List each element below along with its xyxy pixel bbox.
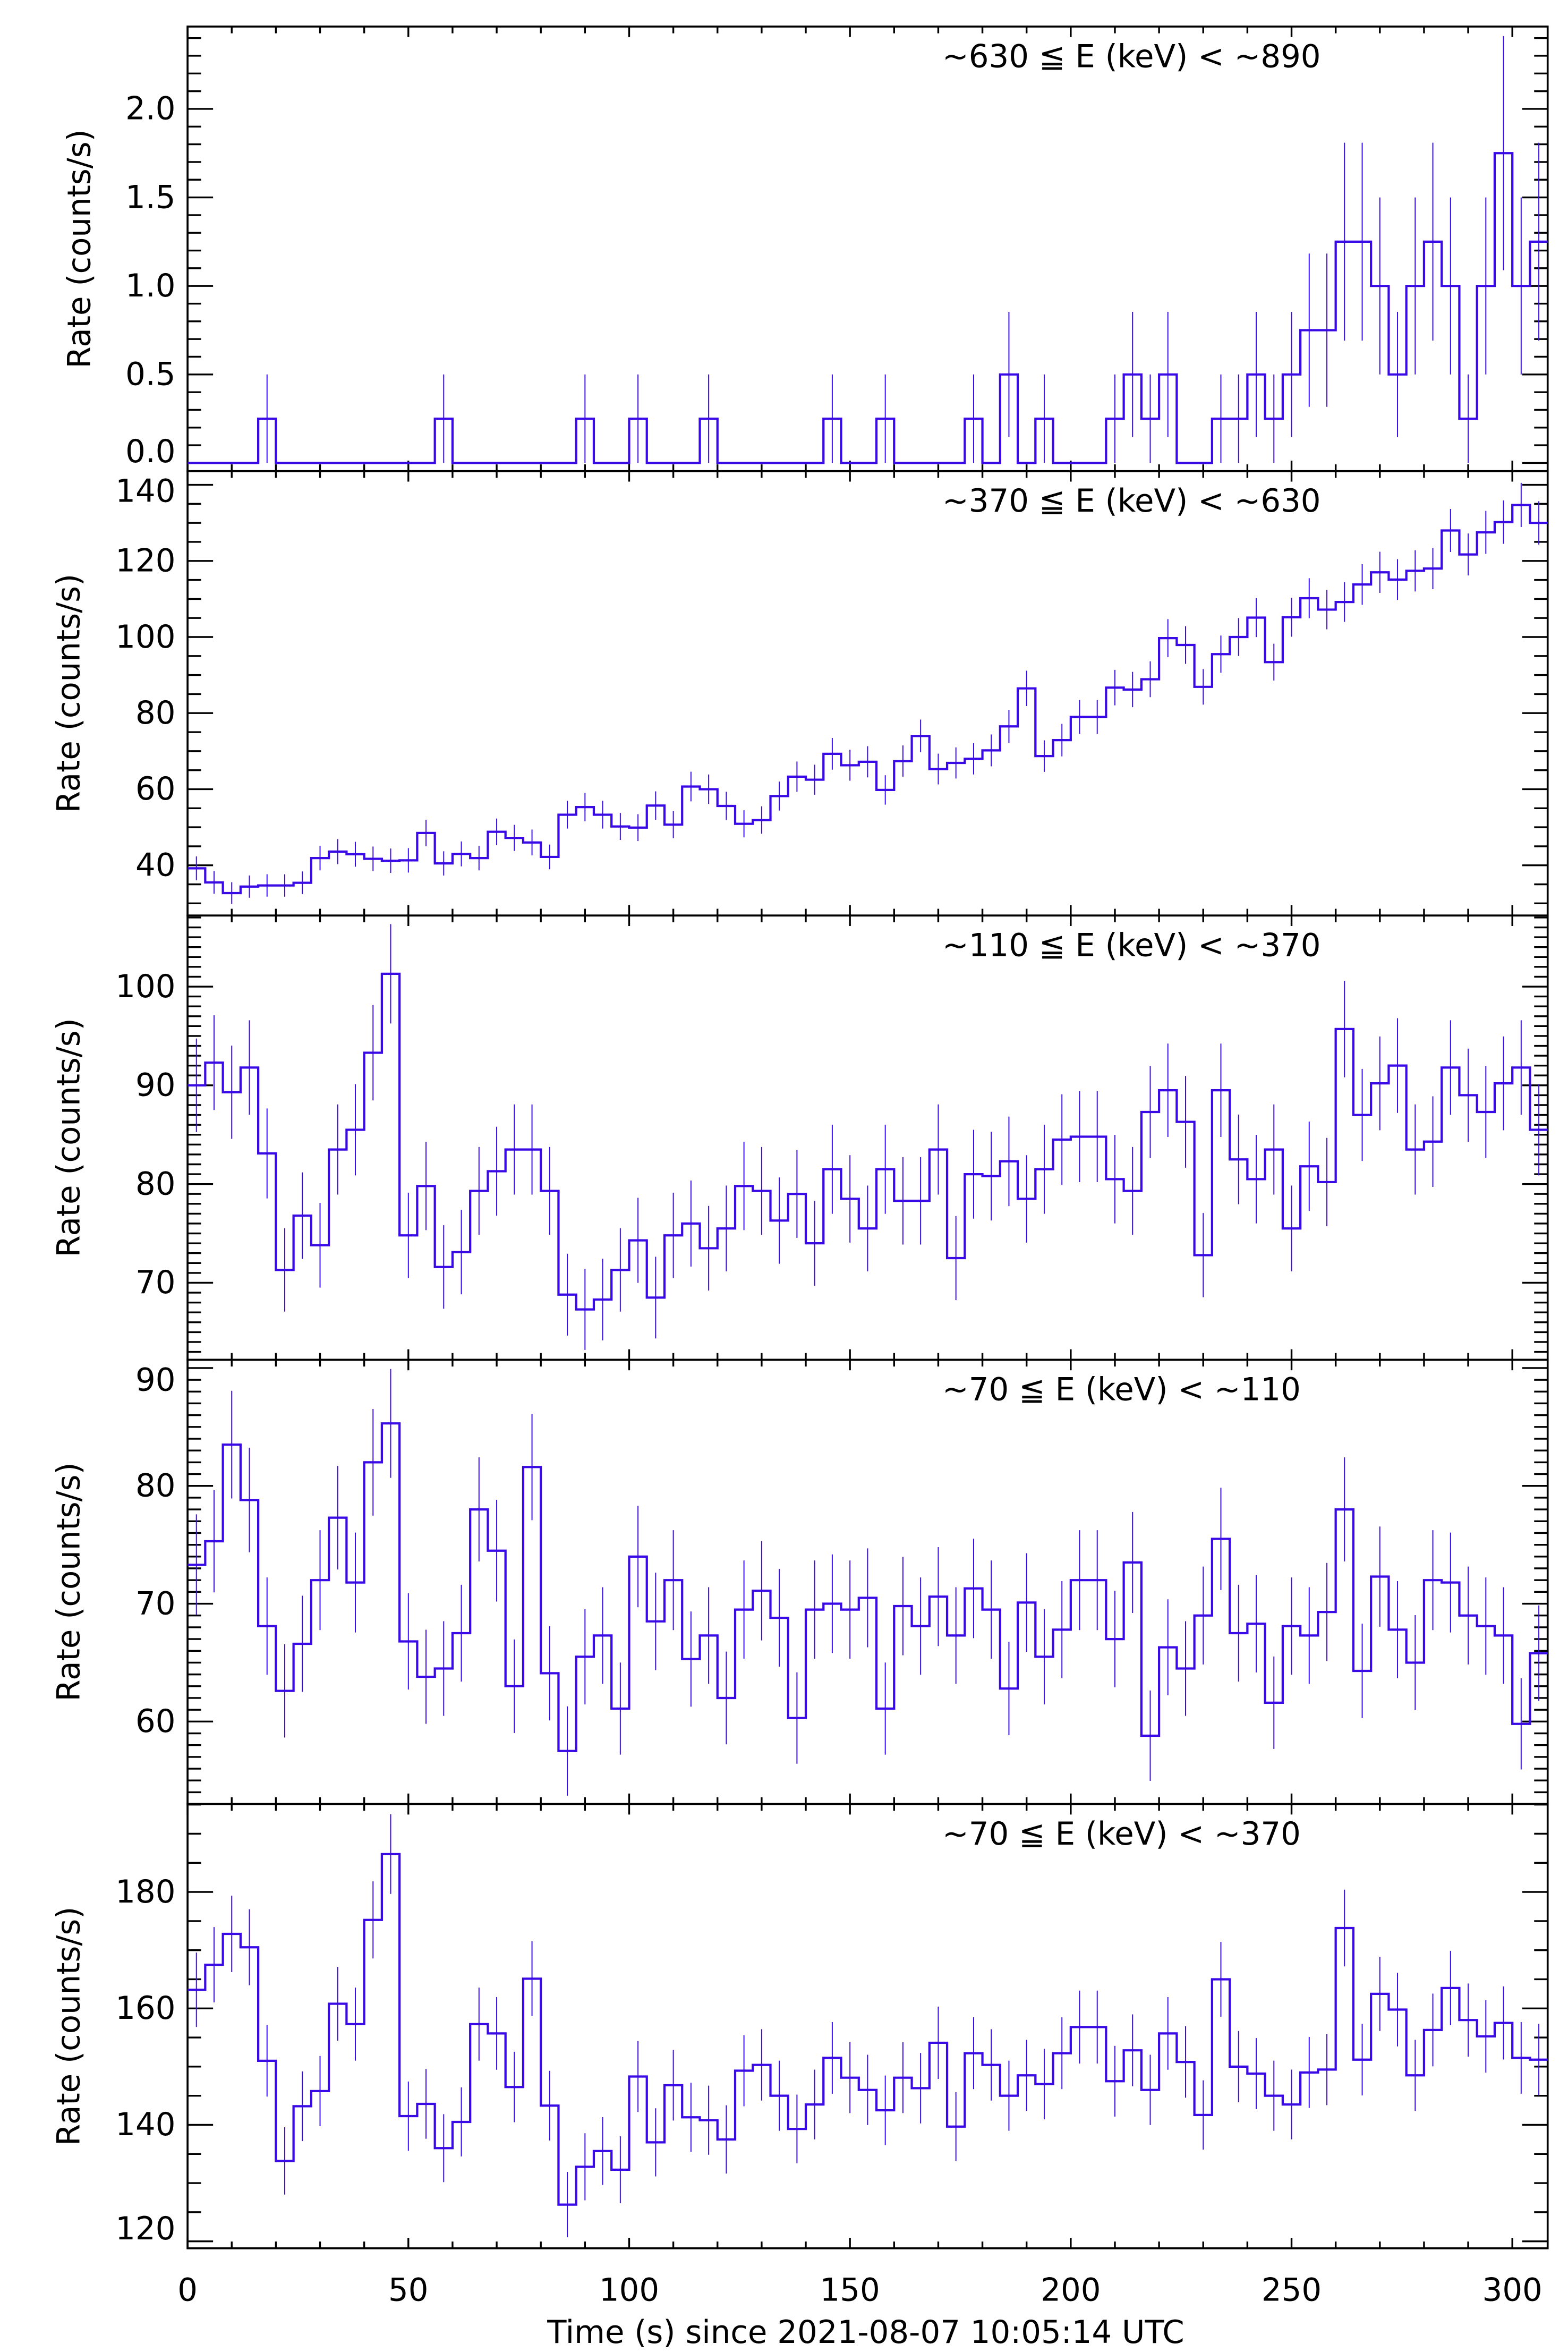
y-tick-label: 60	[135, 1703, 175, 1739]
y-tick-label: 80	[135, 694, 175, 731]
x-tick-label: 150	[820, 2272, 880, 2308]
panel-frame	[186, 1803, 1549, 2249]
y-tick-label: 40	[135, 846, 175, 883]
rate-histogram	[188, 972, 1548, 1311]
y-tick-label: 90	[135, 1361, 175, 1398]
y-tick-label: 0.5	[125, 356, 175, 393]
panel-5: 120 140 160 180 Rate (counts/s) ~70 ≦ E (keV)…	[50, 1803, 1549, 2308]
panel-2: 40 60 80 100 120 140 Rate (counts/s) ~370 ≦ E (…	[50, 470, 1549, 917]
x-tick-label: 0	[177, 2272, 198, 2308]
rate-histogram	[188, 1853, 1548, 2206]
energy-band-label: ~630 ≦ E (keV) < ~890	[942, 38, 1321, 74]
energy-band-label: ~370 ≦ E (keV) < ~630	[942, 482, 1321, 519]
panel-4: 60 70 80 90 Rate (counts/s) ~70 ≦ E (keV) < ~…	[50, 1358, 1549, 1805]
y-tick-label: 140	[115, 2106, 175, 2143]
x-axis-title: Time (s) since 2021-08-07 10:05:14 UTC	[547, 2314, 1184, 2350]
y-tick-label: 70	[135, 1264, 175, 1301]
x-tick-label: 100	[599, 2272, 659, 2308]
y-tick-label: 100	[115, 968, 175, 1005]
panels: 0.0 0.5 1.0 1.5 2.0 Rate (counts/s) ~630 ≦ E (…	[50, 26, 1549, 2308]
y-tick-label: 90	[135, 1067, 175, 1103]
energy-band-label: ~110 ≦ E (keV) < ~370	[942, 927, 1321, 964]
energy-band-label: ~70 ≦ E (keV) < ~110	[942, 1371, 1301, 1408]
y-axis-title: Rate (counts/s)	[50, 1907, 87, 2146]
y-tick-label: 1.0	[125, 267, 175, 304]
y-tick-label: 70	[135, 1585, 175, 1621]
y-tick-label: 120	[115, 2210, 175, 2247]
rate-histogram	[188, 152, 1548, 464]
x-tick-label: 250	[1262, 2272, 1322, 2308]
y-tick-label: 140	[115, 473, 175, 510]
panel-1: 0.0 0.5 1.0 1.5 2.0 Rate (counts/s) ~630 ≦ E (…	[61, 26, 1549, 472]
y-tick-label: 100	[115, 618, 175, 655]
x-tick-label: 200	[1041, 2272, 1101, 2308]
y-tick-label: 120	[115, 542, 175, 579]
rate-histogram	[188, 1422, 1548, 1752]
y-tick-label: 80	[135, 1467, 175, 1504]
y-tick-label: 0.0	[125, 433, 175, 470]
y-tick-label: 2.0	[125, 90, 175, 127]
energy-band-label: ~70 ≦ E (keV) < ~370	[942, 1815, 1301, 1852]
y-axis-title: Rate (counts/s)	[50, 1462, 87, 1701]
y-tick-label: 60	[135, 770, 175, 807]
y-tick-label: 1.5	[125, 179, 175, 215]
y-axis-title: Rate (counts/s)	[50, 574, 87, 813]
y-tick-label: 160	[115, 1990, 175, 2026]
y-axis-title: Rate (counts/s)	[61, 129, 97, 368]
y-tick-label: 180	[115, 1873, 175, 1910]
panel-3: 70 80 90 100 Rate (counts/s) ~110 ≦ E (keV) <…	[50, 914, 1549, 1361]
rate-histogram	[188, 504, 1548, 895]
y-tick-label: 80	[135, 1165, 175, 1202]
x-tick-label: 50	[388, 2272, 428, 2308]
y-axis-title: Rate (counts/s)	[50, 1018, 87, 1257]
x-tick-label: 300	[1482, 2272, 1543, 2308]
